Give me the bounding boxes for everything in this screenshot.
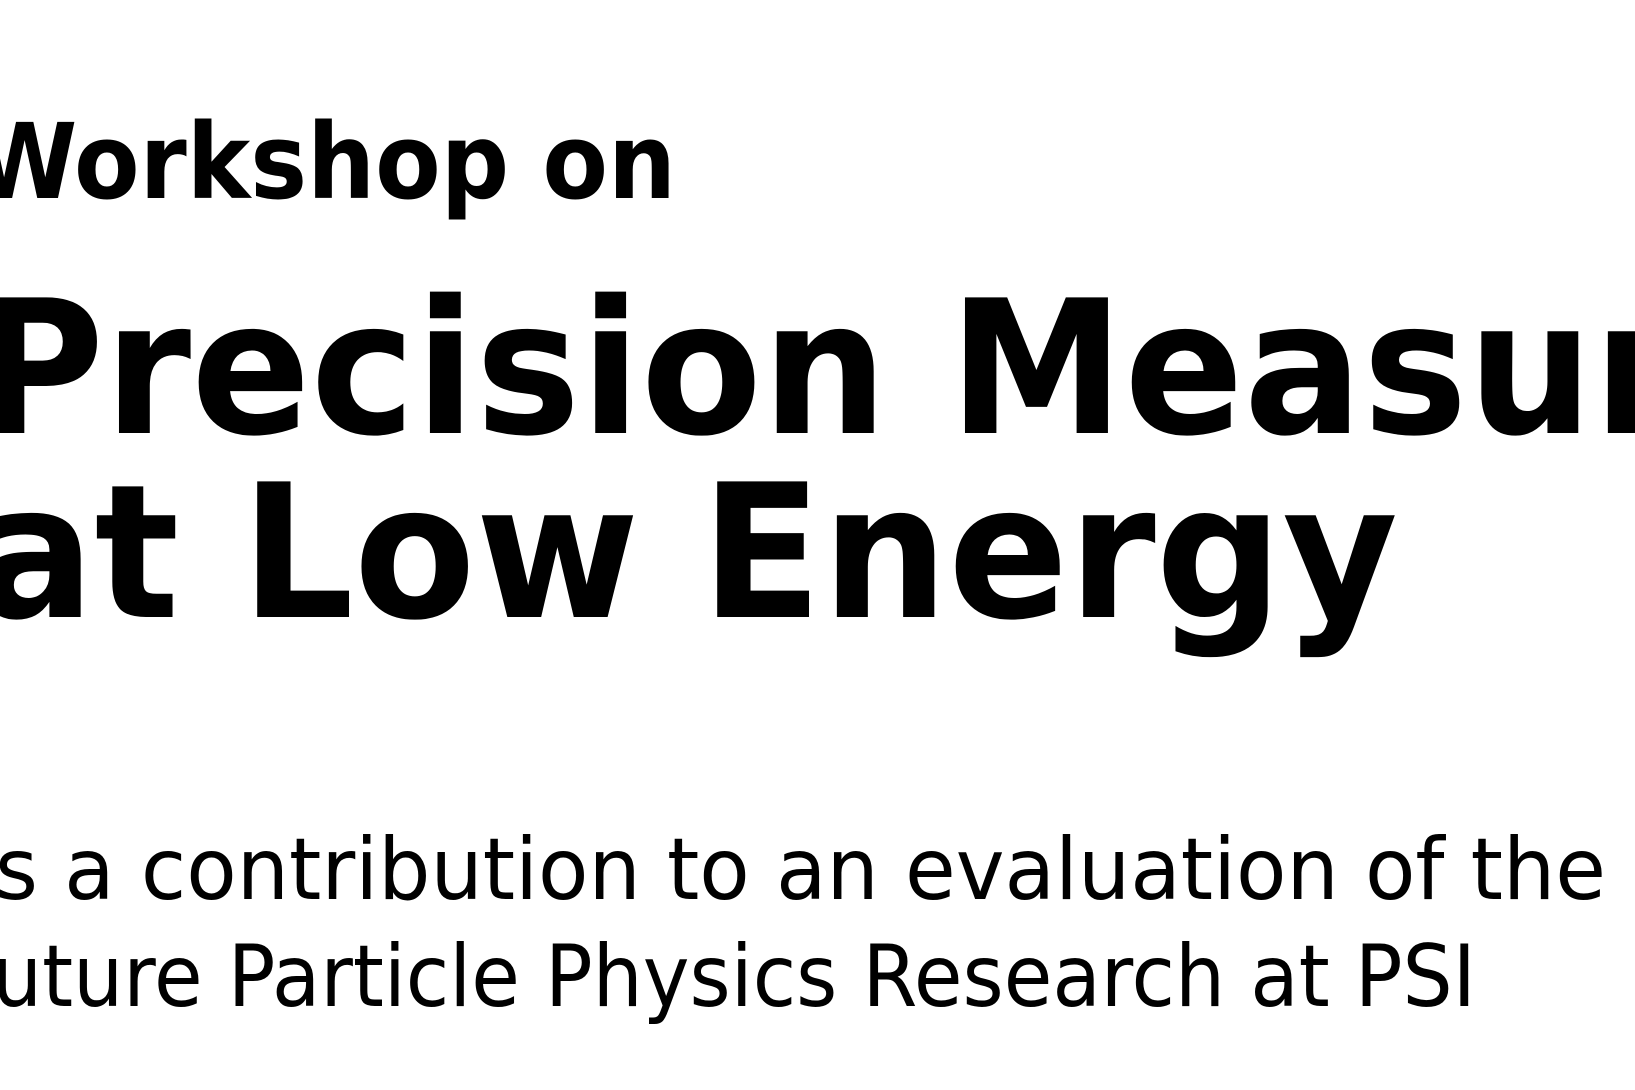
kicker: Workshop on bbox=[0, 101, 676, 223]
title-line: Precision Measur bbox=[0, 260, 1635, 477]
body-line: s a contribution to an evaluation of the bbox=[0, 820, 1606, 920]
title-line: at Low Energy bbox=[0, 444, 1398, 661]
body-line: uture Particle Physics Research at PSI bbox=[0, 927, 1476, 1027]
